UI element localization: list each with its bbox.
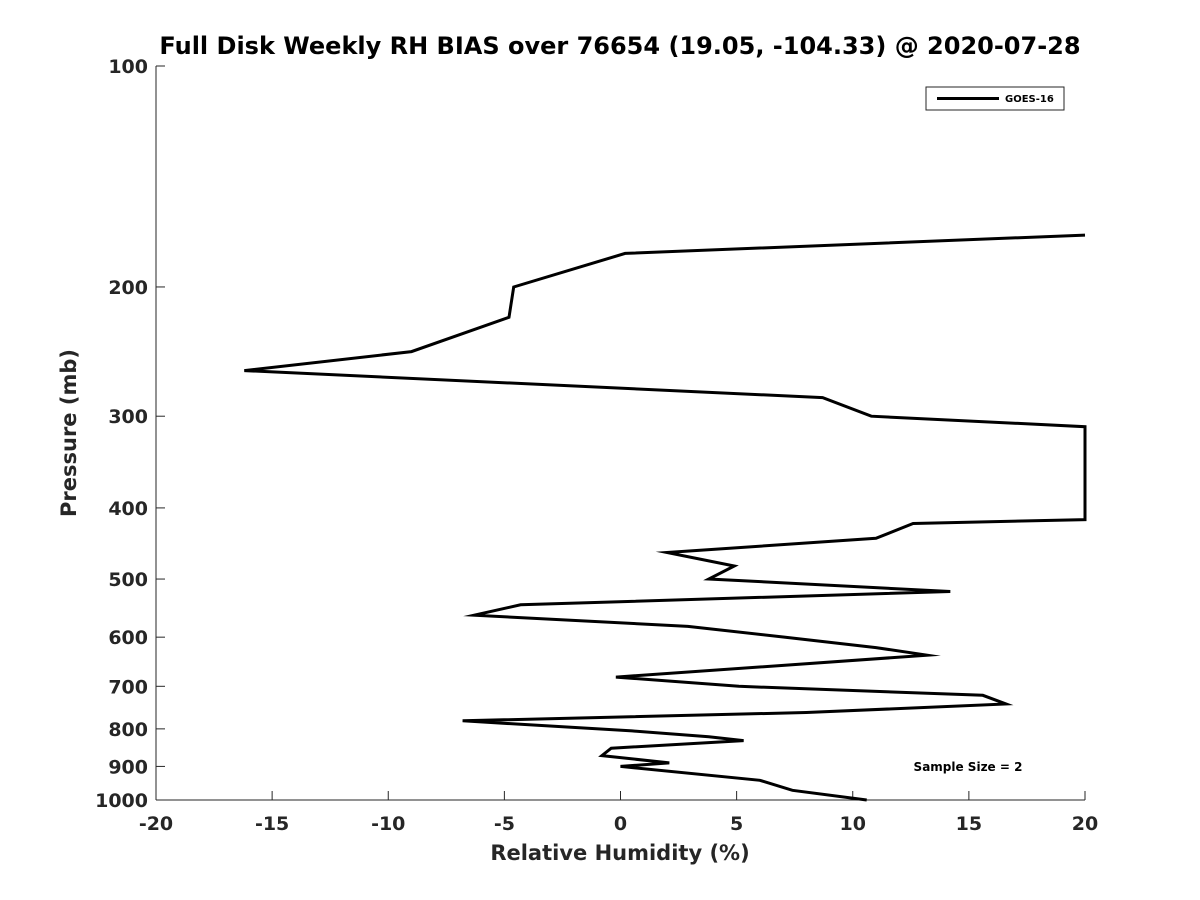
y-tick-label: 1000	[95, 790, 148, 812]
x-tick-label: 5	[730, 813, 743, 835]
x-tick-label: 15	[956, 813, 982, 835]
y-axis-label: Pressure (mb)	[57, 349, 81, 517]
x-axis-label: Relative Humidity (%)	[490, 841, 749, 865]
y-tick-label: 400	[108, 498, 148, 520]
y-tick-label: 300	[108, 406, 148, 428]
sample-size-annotation: Sample Size = 2	[914, 760, 1023, 774]
series-layer	[244, 233, 1087, 802]
y-tick-label: 700	[108, 676, 148, 698]
x-tick-label: 20	[1072, 813, 1098, 835]
y-ticks: 100 200 300 400 500 600 700 800 900 1000	[95, 56, 165, 812]
x-tick-label: 10	[840, 813, 866, 835]
legend-label-goes-16: GOES-16	[1005, 94, 1054, 105]
x-tick-label: -10	[371, 813, 405, 835]
x-tick-label: -5	[494, 813, 515, 835]
y-tick-label: 600	[108, 627, 148, 649]
x-tick-label: 0	[614, 813, 627, 835]
y-tick-label: 800	[108, 719, 148, 741]
y-tick-label: 900	[108, 756, 148, 778]
x-tick-label: -15	[255, 813, 289, 835]
chart-title: Full Disk Weekly RH BIAS over 76654 (19.…	[159, 32, 1080, 60]
y-tick-label: 200	[108, 277, 148, 299]
y-tick-label: 500	[108, 569, 148, 591]
legend: GOES-16	[925, 86, 1065, 111]
x-ticks: -20 -15 -10 -5 0 5 10 15 20	[139, 791, 1098, 835]
series-line-goes-16	[244, 233, 1087, 802]
y-tick-label: 100	[108, 56, 148, 78]
x-tick-label: -20	[139, 813, 173, 835]
